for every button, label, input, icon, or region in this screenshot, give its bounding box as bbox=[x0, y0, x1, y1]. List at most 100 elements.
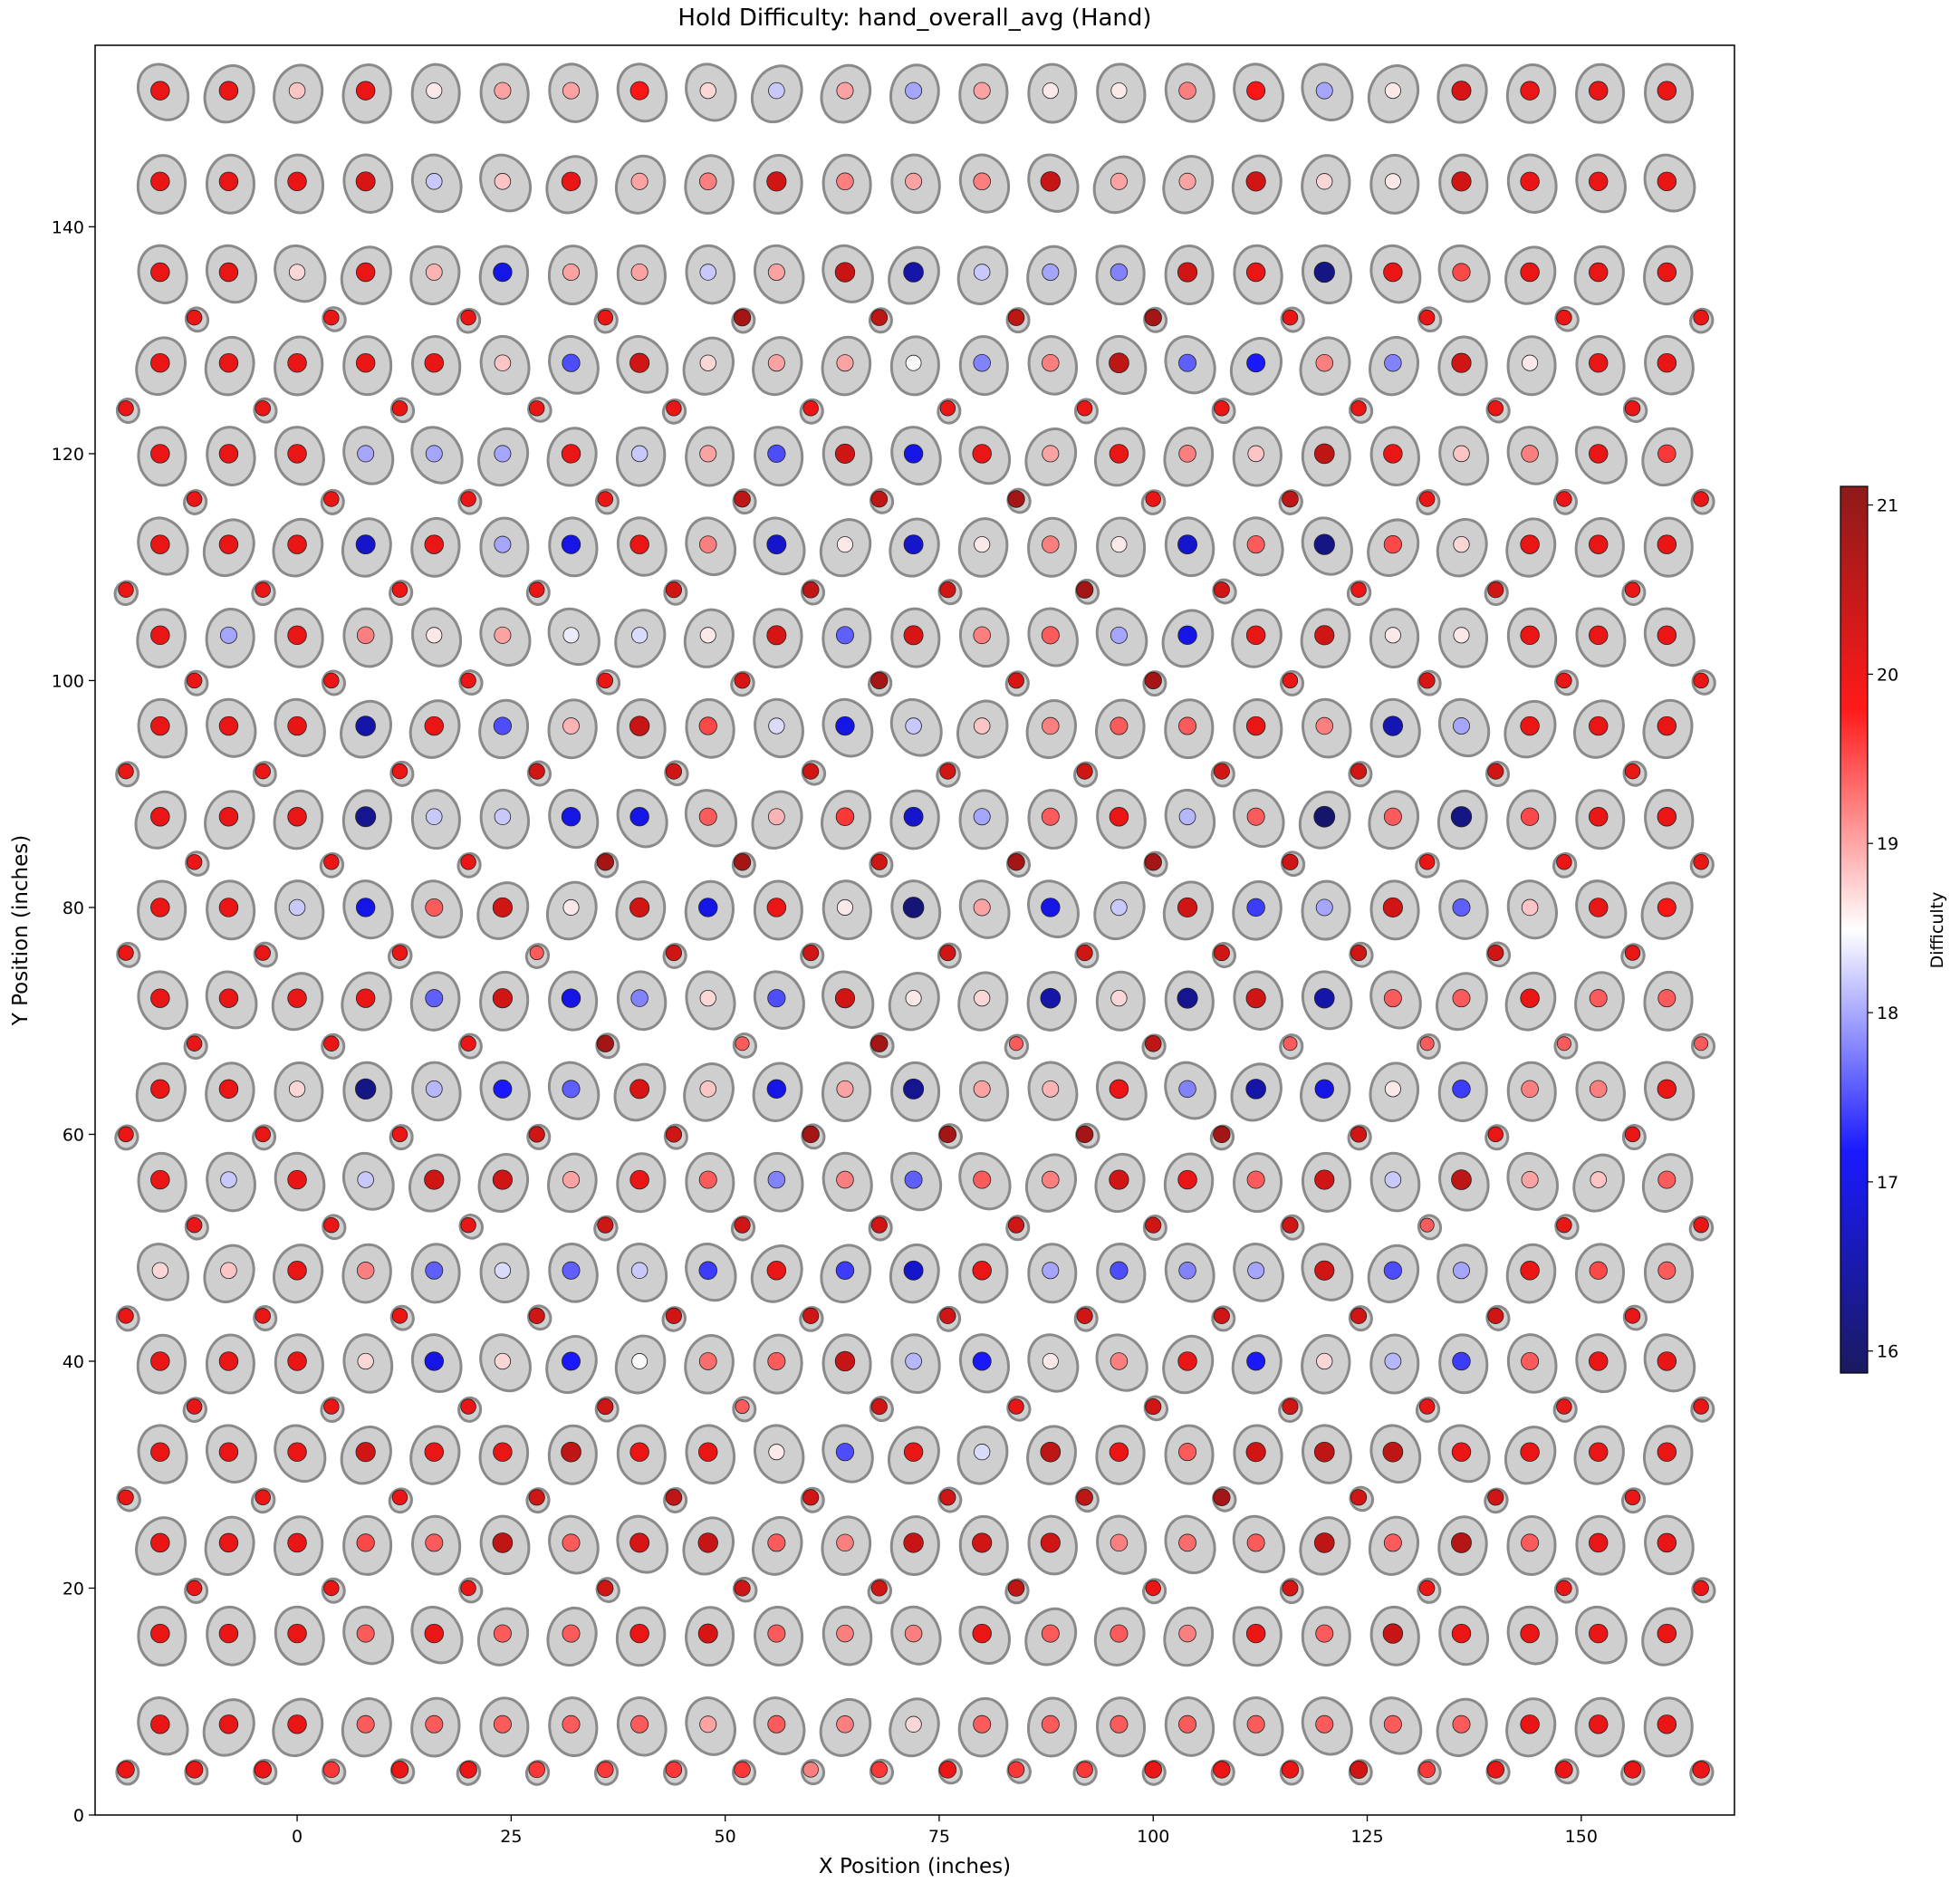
hold-point bbox=[1589, 262, 1609, 283]
hold-point bbox=[1110, 898, 1128, 917]
hold-point bbox=[1245, 1079, 1266, 1100]
hold-point bbox=[870, 1761, 889, 1779]
hold-point bbox=[1314, 1169, 1335, 1190]
hold-point bbox=[1281, 1761, 1300, 1779]
hold-point bbox=[1246, 1714, 1265, 1734]
hold-point bbox=[870, 1034, 889, 1052]
hold-point bbox=[973, 172, 991, 191]
hold-point bbox=[734, 672, 751, 689]
hold-point bbox=[835, 1443, 855, 1462]
hold-point bbox=[835, 716, 855, 736]
hold-point bbox=[356, 1624, 375, 1643]
hold-point bbox=[218, 898, 239, 917]
hold-point bbox=[939, 400, 956, 417]
hold-point bbox=[631, 1353, 649, 1369]
hold-point bbox=[699, 1080, 717, 1098]
hold-point bbox=[323, 1580, 340, 1597]
hold-point bbox=[1657, 262, 1677, 283]
hold-point bbox=[218, 1442, 239, 1462]
hold-point bbox=[698, 898, 718, 917]
hold-point bbox=[1213, 944, 1230, 962]
hold-point bbox=[1350, 944, 1368, 962]
hold-point bbox=[1007, 309, 1025, 326]
hold-point bbox=[562, 1624, 581, 1643]
hold-point bbox=[1110, 1352, 1129, 1370]
hold-point bbox=[1694, 1036, 1709, 1052]
hold-point bbox=[939, 581, 956, 599]
hold-point bbox=[425, 445, 443, 463]
hold-point bbox=[1178, 445, 1196, 463]
hold-point bbox=[972, 1532, 993, 1553]
hold-point bbox=[287, 1261, 307, 1281]
hold-point bbox=[391, 1126, 408, 1143]
hold-point bbox=[629, 1169, 649, 1190]
hold-point bbox=[1177, 1351, 1197, 1371]
hold-point bbox=[1589, 1080, 1608, 1099]
hold-point bbox=[1556, 854, 1572, 870]
hold-point bbox=[767, 1170, 786, 1189]
hold-point bbox=[903, 1442, 924, 1462]
hold-point bbox=[356, 626, 375, 645]
hold-point bbox=[287, 1442, 307, 1462]
hold-point bbox=[905, 717, 922, 735]
hold-point bbox=[1657, 807, 1677, 827]
hold-point bbox=[529, 946, 544, 961]
hold-point bbox=[1316, 1352, 1333, 1370]
hold-point bbox=[1282, 1398, 1299, 1416]
hold-point bbox=[1246, 535, 1265, 554]
hold-point bbox=[1144, 1034, 1162, 1052]
hold-point bbox=[528, 1489, 545, 1506]
hold-point bbox=[355, 806, 377, 828]
hold-point bbox=[1213, 1488, 1231, 1506]
hold-point bbox=[629, 1623, 649, 1644]
hold-point bbox=[150, 625, 170, 646]
hold-point bbox=[1556, 309, 1572, 326]
hold-point bbox=[1313, 805, 1336, 828]
hold-point bbox=[562, 1533, 581, 1552]
hold-point bbox=[1657, 1261, 1677, 1280]
hold-point bbox=[255, 1489, 271, 1505]
hold-point bbox=[118, 1489, 134, 1505]
hold-point bbox=[1315, 82, 1333, 100]
hold-point bbox=[630, 627, 649, 644]
hold-point bbox=[492, 1169, 513, 1190]
hold-point bbox=[150, 898, 170, 917]
hold-point bbox=[699, 990, 716, 1007]
hold-point bbox=[766, 625, 787, 646]
hold-point bbox=[562, 898, 580, 916]
hold-point bbox=[665, 1126, 683, 1143]
hold-point bbox=[1384, 1171, 1402, 1188]
hold-point bbox=[1246, 353, 1266, 373]
hold-point bbox=[699, 627, 716, 644]
hold-point bbox=[1692, 1761, 1710, 1779]
hold-point bbox=[666, 400, 682, 417]
hold-point bbox=[768, 1444, 785, 1461]
hold-point bbox=[629, 716, 650, 736]
hold-point bbox=[1041, 626, 1060, 645]
x-tick-label: 100 bbox=[1137, 1827, 1169, 1847]
hold-point bbox=[1624, 581, 1641, 598]
hold-point bbox=[734, 490, 751, 508]
colorbar-tick-label: 18 bbox=[1877, 1004, 1898, 1023]
hold-point bbox=[494, 626, 512, 644]
hold-point bbox=[1693, 1216, 1709, 1234]
hold-point bbox=[1383, 807, 1402, 826]
hold-point bbox=[1246, 898, 1265, 917]
hold-point bbox=[1178, 353, 1197, 372]
hold-point bbox=[836, 1533, 854, 1552]
hold-point bbox=[1076, 1488, 1093, 1506]
hold-point bbox=[150, 534, 170, 554]
colorbar-tick-label: 17 bbox=[1877, 1173, 1898, 1193]
hold-point bbox=[150, 353, 170, 373]
hold-point bbox=[665, 1488, 683, 1506]
hold-point bbox=[699, 264, 716, 281]
hold-point bbox=[424, 716, 444, 736]
hold-point bbox=[1624, 1489, 1641, 1505]
hold-point bbox=[562, 264, 581, 282]
hold-point bbox=[1076, 400, 1093, 417]
x-tick-label: 0 bbox=[292, 1827, 303, 1847]
hold-point bbox=[1419, 1036, 1435, 1052]
hold-point bbox=[1007, 1580, 1025, 1597]
hold-point bbox=[1520, 262, 1540, 283]
hold-point bbox=[1213, 1761, 1231, 1779]
